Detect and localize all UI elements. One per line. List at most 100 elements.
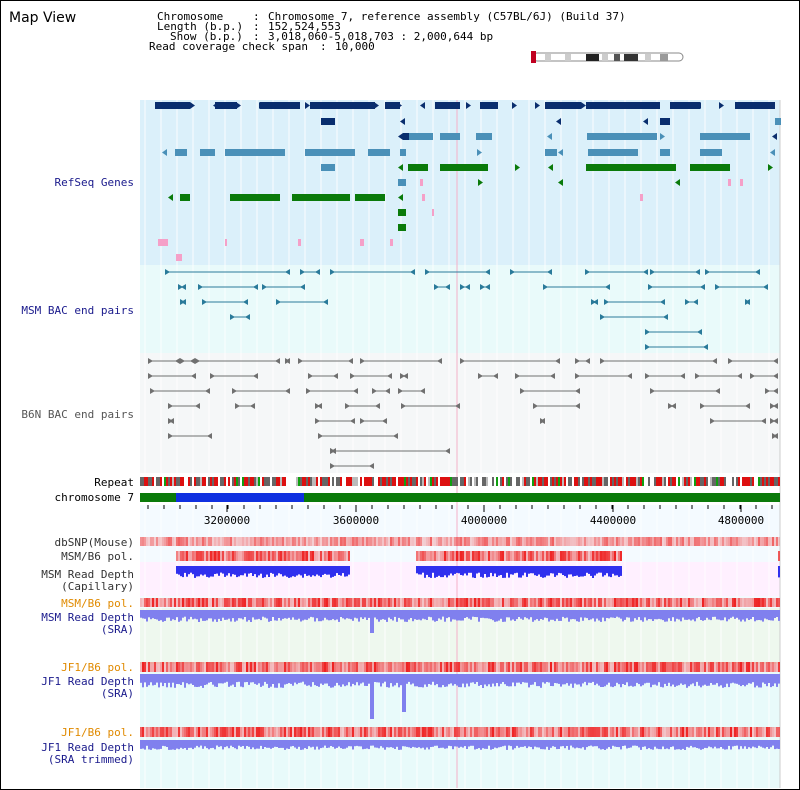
read-depth-bar <box>662 610 664 621</box>
read-depth-bar <box>250 740 252 750</box>
track-label-msm-depth-sra[interactable]: MSM Read Depth <box>41 611 134 624</box>
polymorphism-cell <box>502 727 504 737</box>
read-depth-bar <box>242 740 244 746</box>
bac-end-right <box>369 463 374 469</box>
chromosome-ideogram[interactable] <box>531 51 684 63</box>
repeat-segment <box>774 477 776 486</box>
polymorphism-cell <box>358 537 360 546</box>
track-label-b6n-bac[interactable]: B6N BAC end pairs <box>21 408 134 421</box>
track-label-msm-bac[interactable]: MSM BAC end pairs <box>21 304 134 317</box>
polymorphism-cell <box>600 537 602 546</box>
polymorphism-cell <box>538 662 540 672</box>
polymorphism-cell <box>416 598 418 607</box>
read-depth-bar <box>226 740 228 747</box>
gene-feature <box>398 179 406 186</box>
polymorphism-cell <box>454 662 456 672</box>
bac-end-left <box>165 269 170 275</box>
polymorphism-cell <box>390 727 392 737</box>
polymorphism-cell <box>694 662 696 672</box>
read-depth-bar <box>202 740 204 749</box>
track-label-chromosome[interactable]: chromosome 7 <box>54 491 134 504</box>
polymorphism-cell <box>668 662 670 672</box>
polymorphism-cell <box>648 537 650 546</box>
track-label-refseq[interactable]: RefSeq Genes <box>54 176 134 189</box>
read-depth-bar <box>330 566 332 578</box>
repeat-segment <box>300 477 302 486</box>
repeat-segment <box>582 477 584 486</box>
gene-strand-arrow <box>770 149 775 156</box>
bac-end-left <box>728 358 733 364</box>
read-depth-bar <box>444 610 446 622</box>
polymorphism-cell <box>540 551 542 561</box>
polymorphism-cell <box>650 537 652 546</box>
repeat-segment <box>762 477 764 486</box>
polymorphism-cell <box>322 537 324 546</box>
polymorphism-cell <box>334 662 336 672</box>
read-depth-bar <box>278 740 280 748</box>
polymorphism-cell <box>160 598 162 607</box>
read-depth-bar <box>488 610 490 619</box>
read-depth-bar <box>306 610 308 620</box>
polymorphism-cell <box>432 727 434 737</box>
polymorphism-cell <box>480 551 482 561</box>
polymorphism-cell <box>154 598 156 607</box>
polymorphism-cell <box>550 727 552 737</box>
read-depth-bar <box>688 740 690 748</box>
polymorphism-cell <box>232 598 234 607</box>
polymorphism-cell <box>692 598 694 607</box>
track-label-jf1-depth-sra[interactable]: JF1 Read Depth <box>41 675 134 688</box>
polymorphism-cell <box>276 551 278 561</box>
polymorphism-cell <box>250 598 252 607</box>
read-depth-bar <box>248 740 250 747</box>
polymorphism-cell <box>192 727 194 737</box>
read-depth-bar <box>608 610 610 619</box>
read-depth-bar <box>658 674 660 683</box>
track-label-jf1-pol-trimmed[interactable]: JF1/B6 pol. <box>61 726 134 739</box>
bac-end-right <box>773 358 778 364</box>
polymorphism-cell <box>312 537 314 546</box>
read-depth-bar <box>576 674 578 685</box>
polymorphism-cell <box>302 551 304 561</box>
read-depth-bar <box>596 610 598 619</box>
polymorphism-cell <box>236 727 238 737</box>
bac-end-right <box>755 269 760 275</box>
polymorphism-cell <box>508 662 510 672</box>
polymorphism-cell <box>488 727 490 737</box>
polymorphism-cell <box>618 598 620 607</box>
track-label-jf1-depth-trimmed[interactable]: JF1 Read Depth <box>41 741 134 754</box>
repeat-segment <box>492 477 494 486</box>
track-label-repeat[interactable]: Repeat <box>94 476 134 489</box>
chromosome-label: Chromosome <box>157 10 224 23</box>
read-depth-bar <box>498 740 500 748</box>
polymorphism-cell <box>422 537 424 546</box>
polymorphism-cell <box>238 551 240 561</box>
track-label-msm-pol-sra[interactable]: MSM/B6 pol. <box>61 597 134 610</box>
read-depth-bar <box>502 566 504 578</box>
polymorphism-cell <box>412 598 414 607</box>
polymorphism-cell <box>140 727 142 737</box>
polymorphism-cell <box>212 537 214 546</box>
polymorphism-cell <box>260 551 262 561</box>
polymorphism-cell <box>376 598 378 607</box>
track-label-dbsnp[interactable]: dbSNP(Mouse) <box>54 536 134 549</box>
polymorphism-cell <box>354 598 356 607</box>
repeat-segment <box>516 477 518 486</box>
polymorphism-cell <box>604 662 606 672</box>
polymorphism-cell <box>394 662 396 672</box>
read-depth-bar <box>366 610 368 620</box>
read-depth-bar <box>744 740 746 747</box>
polymorphism-cell <box>592 727 594 737</box>
bac-end-right <box>445 284 450 290</box>
read-depth-bar <box>316 740 318 747</box>
polymorphism-cell <box>574 537 576 546</box>
polymorphism-cell <box>664 727 666 737</box>
polymorphism-cell <box>146 727 148 737</box>
track-label-jf1-pol-sra[interactable]: JF1/B6 pol. <box>61 661 134 674</box>
polymorphism-cell <box>276 598 278 607</box>
track-label-msm-pol-capillary[interactable]: MSM/B6 pol. <box>61 550 134 563</box>
polymorphism-cell <box>274 551 276 561</box>
track-label-msm-depth-capillary[interactable]: MSM Read Depth <box>41 568 134 581</box>
polymorphism-cell <box>200 662 202 672</box>
polymorphism-cell <box>148 537 150 546</box>
